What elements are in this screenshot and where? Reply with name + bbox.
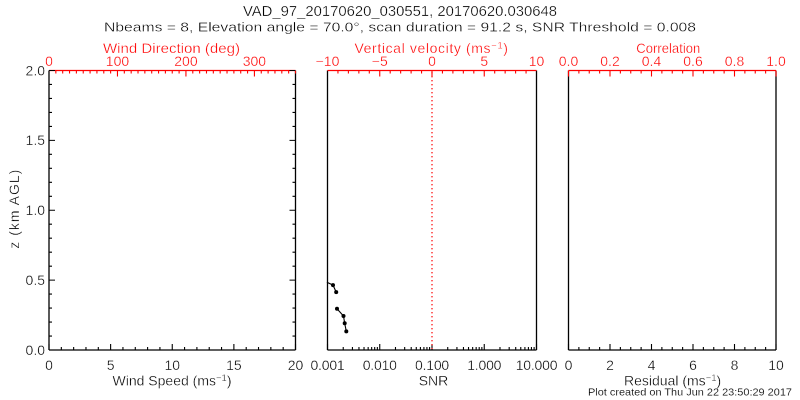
svg-text:0.001: 0.001 — [310, 357, 344, 373]
svg-text:200: 200 — [174, 53, 198, 69]
svg-text:4: 4 — [648, 357, 656, 373]
svg-text:Plot created on Thu Jun 22 23:: Plot created on Thu Jun 22 23:50:29 2017 — [588, 388, 792, 399]
svg-text:10: 10 — [529, 53, 545, 69]
svg-text:0.5: 0.5 — [26, 272, 46, 288]
svg-text:5: 5 — [480, 53, 488, 69]
svg-text:1.5: 1.5 — [26, 132, 46, 148]
svg-text:0: 0 — [565, 357, 573, 373]
svg-text:Wind Direction (deg): Wind Direction (deg) — [103, 40, 240, 56]
svg-text:300: 300 — [243, 53, 267, 69]
svg-text:0.0: 0.0 — [559, 53, 579, 69]
svg-text:2.0: 2.0 — [26, 62, 46, 78]
svg-text:Correlation: Correlation — [636, 40, 700, 56]
svg-text:z (km AGL): z (km AGL) — [6, 169, 22, 249]
svg-text:0.2: 0.2 — [600, 53, 620, 69]
svg-text:1.0: 1.0 — [26, 202, 46, 218]
svg-text:Nbeams = 8, Elevation angle =: Nbeams = 8, Elevation angle = 70.0°, sca… — [104, 20, 696, 35]
svg-text:0.010: 0.010 — [363, 357, 397, 373]
svg-text:0: 0 — [45, 53, 53, 69]
svg-text:SNR: SNR — [419, 373, 449, 389]
svg-text:0.4: 0.4 — [642, 53, 662, 69]
svg-text:6: 6 — [689, 357, 697, 373]
svg-text:10: 10 — [164, 357, 180, 373]
svg-text:100: 100 — [106, 53, 130, 69]
svg-text:1.0: 1.0 — [766, 53, 786, 69]
svg-text:8: 8 — [731, 357, 739, 373]
svg-text:1.000: 1.000 — [467, 357, 501, 373]
svg-text:Wind Speed (ms−1): Wind Speed (ms−1) — [113, 373, 232, 389]
svg-text:10.000: 10.000 — [516, 357, 558, 373]
svg-text:0.8: 0.8 — [725, 53, 745, 69]
svg-text:5: 5 — [107, 357, 115, 373]
svg-text:Residual (ms−1): Residual (ms−1) — [624, 373, 721, 389]
svg-text:0.100: 0.100 — [415, 357, 449, 373]
svg-text:Vertical velocity (ms−1): Vertical velocity (ms−1) — [354, 40, 508, 56]
svg-text:−10: −10 — [316, 53, 340, 69]
svg-text:0: 0 — [428, 53, 436, 69]
svg-text:15: 15 — [226, 357, 242, 373]
svg-text:VAD_97_20170620_030551, 201706: VAD_97_20170620_030551, 20170620.030648 — [243, 3, 557, 20]
svg-text:0.0: 0.0 — [26, 342, 46, 358]
svg-text:2: 2 — [606, 357, 614, 373]
svg-text:10: 10 — [768, 357, 784, 373]
svg-text:20: 20 — [288, 357, 304, 373]
svg-text:0.6: 0.6 — [683, 53, 703, 69]
svg-text:−5: −5 — [372, 53, 388, 69]
svg-text:0: 0 — [45, 357, 53, 373]
